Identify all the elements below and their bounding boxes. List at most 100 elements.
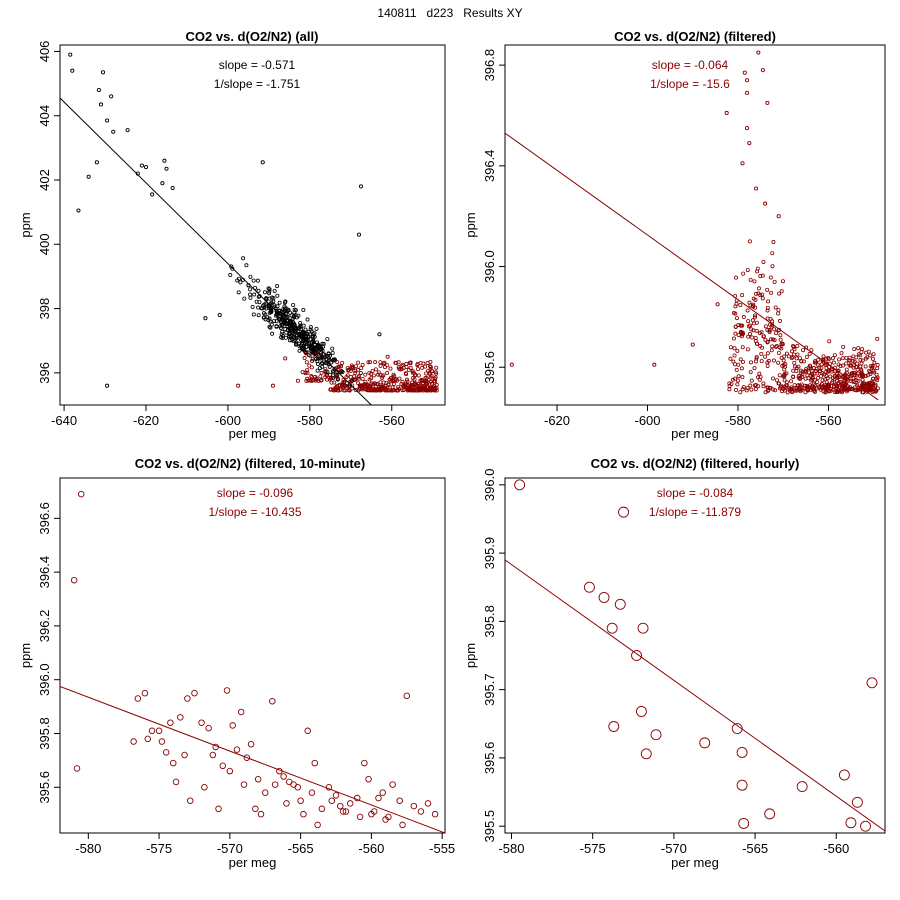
- data-point: [284, 306, 289, 311]
- x-tick-label: -575: [146, 841, 172, 856]
- y-tick-label: 396.6: [37, 502, 52, 535]
- data-point: [840, 356, 845, 361]
- data-point: [308, 353, 313, 358]
- fit-line: [505, 559, 885, 832]
- x-tick-label: -570: [661, 841, 687, 856]
- chart-title: CO2 vs. d(O2/N2) (all): [186, 29, 319, 44]
- data-point: [424, 375, 429, 380]
- data-point: [780, 363, 785, 368]
- data-point: [740, 359, 745, 364]
- data-point: [309, 378, 314, 383]
- data-point: [397, 366, 402, 371]
- data-point: [250, 305, 255, 310]
- data-point: [794, 366, 799, 371]
- data-point: [330, 346, 335, 351]
- inverse-slope-annotation: 1/slope = -15.6: [650, 77, 730, 91]
- data-point: [415, 361, 420, 366]
- data-point: [734, 316, 739, 321]
- data-point: [407, 360, 412, 365]
- data-point: [410, 380, 415, 385]
- data-point: [86, 174, 91, 179]
- data-point: [377, 332, 382, 337]
- data-point: [789, 349, 794, 354]
- data-point: [756, 286, 761, 291]
- data-point: [162, 749, 170, 756]
- data-point: [256, 313, 261, 318]
- data-point: [780, 341, 785, 346]
- data-point: [733, 324, 738, 329]
- data-point: [77, 490, 85, 498]
- data-point: [310, 340, 315, 345]
- data-point: [400, 388, 405, 393]
- data-point: [209, 751, 217, 759]
- data-point: [73, 765, 81, 772]
- data-point: [830, 356, 835, 361]
- data-point: [855, 382, 860, 387]
- data-point: [94, 160, 99, 165]
- data-point: [871, 368, 876, 373]
- data-point: [265, 315, 270, 320]
- data-point: [403, 371, 408, 376]
- data-point: [267, 324, 272, 329]
- data-point: [248, 274, 253, 279]
- x-tick-label: -640: [51, 413, 77, 428]
- data-point: [791, 368, 796, 373]
- plot-frame: [504, 477, 886, 834]
- y-tick-label: 395.8: [482, 605, 497, 638]
- data-point: [215, 805, 222, 813]
- data-point: [248, 292, 253, 297]
- data-point: [323, 375, 328, 380]
- data-point: [314, 821, 321, 829]
- data-point: [837, 357, 842, 362]
- data-point: [365, 775, 372, 783]
- data-point: [98, 102, 104, 107]
- data-point: [850, 358, 855, 363]
- data-point: [386, 388, 391, 393]
- data-point: [598, 592, 610, 603]
- data-point: [428, 375, 433, 380]
- data-point: [812, 387, 817, 392]
- data-point: [804, 354, 809, 359]
- data-point: [392, 381, 397, 386]
- data-point: [282, 306, 287, 311]
- data-point: [872, 360, 877, 365]
- data-point: [428, 388, 433, 393]
- data-point: [416, 384, 421, 389]
- y-tick-label: 406: [37, 41, 52, 63]
- data-point: [367, 370, 372, 375]
- data-point: [252, 292, 257, 297]
- data-point: [248, 295, 253, 300]
- data-point: [826, 368, 831, 373]
- data-point: [757, 371, 762, 376]
- y-axis-label: ppm: [463, 643, 478, 668]
- data-point: [348, 366, 353, 371]
- plot-frame: [504, 44, 886, 406]
- data-point: [740, 345, 745, 350]
- data-point: [817, 369, 822, 374]
- data-point: [301, 345, 306, 350]
- data-point: [758, 344, 763, 349]
- data-point: [740, 293, 745, 298]
- data-point: [733, 331, 738, 336]
- data-point: [332, 792, 340, 799]
- data-point: [303, 327, 308, 332]
- data-point: [819, 381, 824, 386]
- data-point: [736, 746, 748, 758]
- data-point: [277, 317, 282, 322]
- data-point: [366, 360, 371, 365]
- data-point: [228, 273, 233, 278]
- data-point: [738, 302, 743, 307]
- data-point: [816, 375, 821, 380]
- data-point: [251, 312, 256, 317]
- data-point: [241, 256, 246, 261]
- data-point: [281, 313, 286, 318]
- data-point: [858, 358, 863, 363]
- data-point: [803, 390, 808, 395]
- data-point: [401, 383, 406, 388]
- data-point: [342, 383, 347, 388]
- data-point: [381, 380, 386, 385]
- data-point: [191, 689, 198, 697]
- data-point: [606, 622, 618, 634]
- data-point: [320, 341, 325, 346]
- data-point: [255, 278, 260, 283]
